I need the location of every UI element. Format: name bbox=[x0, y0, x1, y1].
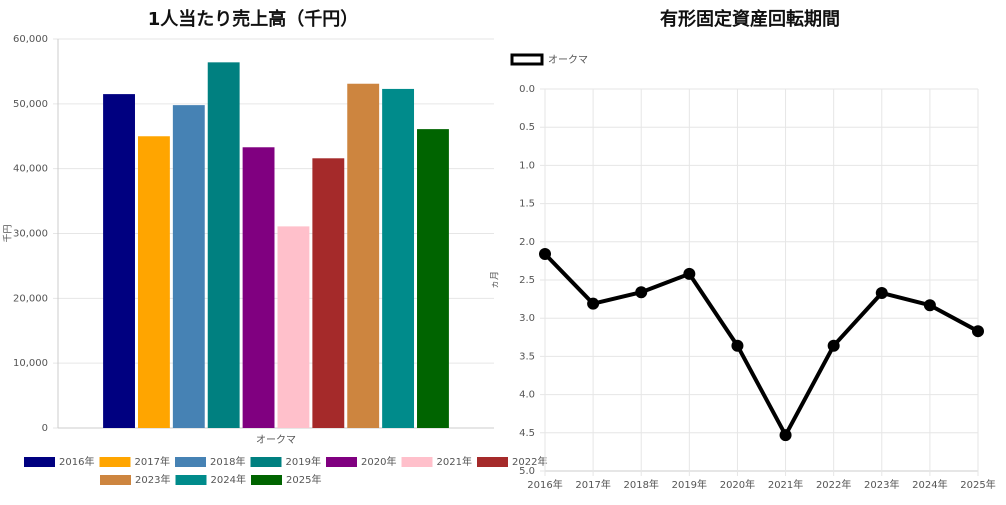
x-tick-label: 2020年 bbox=[720, 478, 755, 491]
legend-swatch bbox=[251, 475, 282, 485]
legend-swatch bbox=[477, 457, 508, 467]
y-tick-label: 3.0 bbox=[519, 313, 535, 324]
y-tick-label: 2.0 bbox=[519, 237, 535, 248]
y-axis-label: ヵ月 bbox=[490, 271, 501, 289]
legend-swatch bbox=[510, 53, 544, 66]
legend-label: 2017年 bbox=[135, 455, 170, 468]
legend-swatch bbox=[24, 457, 55, 467]
bar bbox=[103, 94, 135, 428]
y-tick-label: 0 bbox=[42, 423, 48, 434]
point bbox=[539, 248, 551, 261]
x-tick-label: 2022年 bbox=[816, 478, 851, 491]
x-tick-label: 2018年 bbox=[623, 478, 658, 491]
legend-label: 2023年 bbox=[135, 473, 170, 486]
y-tick-label: 4.0 bbox=[519, 390, 535, 401]
x-tick-label: 2017年 bbox=[575, 478, 610, 491]
legend-label: 2016年 bbox=[59, 455, 94, 468]
y-tick-label: 40,000 bbox=[13, 164, 48, 175]
y-tick-label: 1.5 bbox=[519, 199, 535, 210]
legend-swatch bbox=[401, 457, 433, 467]
y-tick-label: 1.0 bbox=[519, 160, 535, 171]
y-tick-label: 2.5 bbox=[519, 275, 535, 286]
y-tick-label: 30,000 bbox=[13, 229, 48, 240]
x-tick-label: 2023年 bbox=[864, 478, 899, 491]
bar bbox=[207, 62, 240, 429]
legend-label: 2025年 bbox=[286, 473, 321, 486]
legend-swatch bbox=[175, 457, 206, 467]
x-tick-label: 2019年 bbox=[672, 478, 707, 491]
legend-label: 2019年 bbox=[286, 455, 321, 468]
bar bbox=[417, 129, 449, 428]
legend-label: 2021年 bbox=[437, 455, 472, 468]
point bbox=[875, 286, 888, 299]
x-tick-label: 2024年 bbox=[912, 478, 947, 491]
chart-title: 有形固定資産回転期間 bbox=[660, 8, 840, 30]
bar bbox=[137, 136, 170, 428]
y-tick-label: 60,000 bbox=[13, 34, 48, 45]
y-tick-label: 20,000 bbox=[13, 293, 48, 304]
y-tick-label: 0.0 bbox=[519, 84, 535, 95]
y-tick-label: 5.0 bbox=[519, 466, 535, 477]
bar bbox=[382, 88, 415, 429]
point bbox=[923, 299, 936, 312]
x-tick-label: オークマ bbox=[256, 434, 296, 446]
legend-label: オークマ bbox=[548, 54, 588, 66]
y-tick-label: 3.5 bbox=[519, 351, 535, 362]
point bbox=[779, 429, 792, 442]
x-tick-label: 2016年 bbox=[527, 478, 562, 491]
y-tick-label: 50,000 bbox=[13, 99, 48, 110]
point bbox=[683, 267, 696, 280]
point bbox=[731, 339, 744, 352]
bar bbox=[347, 83, 380, 429]
legend-swatch bbox=[99, 457, 131, 467]
point bbox=[635, 286, 648, 299]
legend-label: 2022年 bbox=[512, 455, 547, 468]
legend-label: 2018年 bbox=[210, 455, 245, 468]
legend-label: 2024年 bbox=[211, 473, 246, 486]
x-tick-label: 2021年 bbox=[768, 478, 803, 491]
bar bbox=[172, 105, 205, 428]
point bbox=[827, 339, 840, 352]
y-tick-label: 0.5 bbox=[519, 122, 535, 133]
y-tick-label: 4.5 bbox=[519, 428, 535, 439]
bar bbox=[312, 158, 345, 428]
y-axis-label: 千円 bbox=[3, 224, 14, 242]
bar bbox=[277, 226, 310, 428]
legend-swatch bbox=[175, 475, 207, 485]
point bbox=[972, 325, 984, 338]
chart-title: 1人当たり売上高（千円） bbox=[148, 8, 359, 30]
legend-swatch bbox=[326, 457, 357, 467]
x-tick-label: 2025年 bbox=[960, 478, 995, 491]
legend-swatch bbox=[100, 475, 131, 485]
bar bbox=[242, 147, 275, 428]
point bbox=[587, 297, 600, 310]
y-tick-label: 10,000 bbox=[13, 358, 48, 369]
legend-label: 2020年 bbox=[361, 455, 396, 468]
line bbox=[543, 252, 979, 438]
legend-swatch bbox=[250, 457, 282, 467]
